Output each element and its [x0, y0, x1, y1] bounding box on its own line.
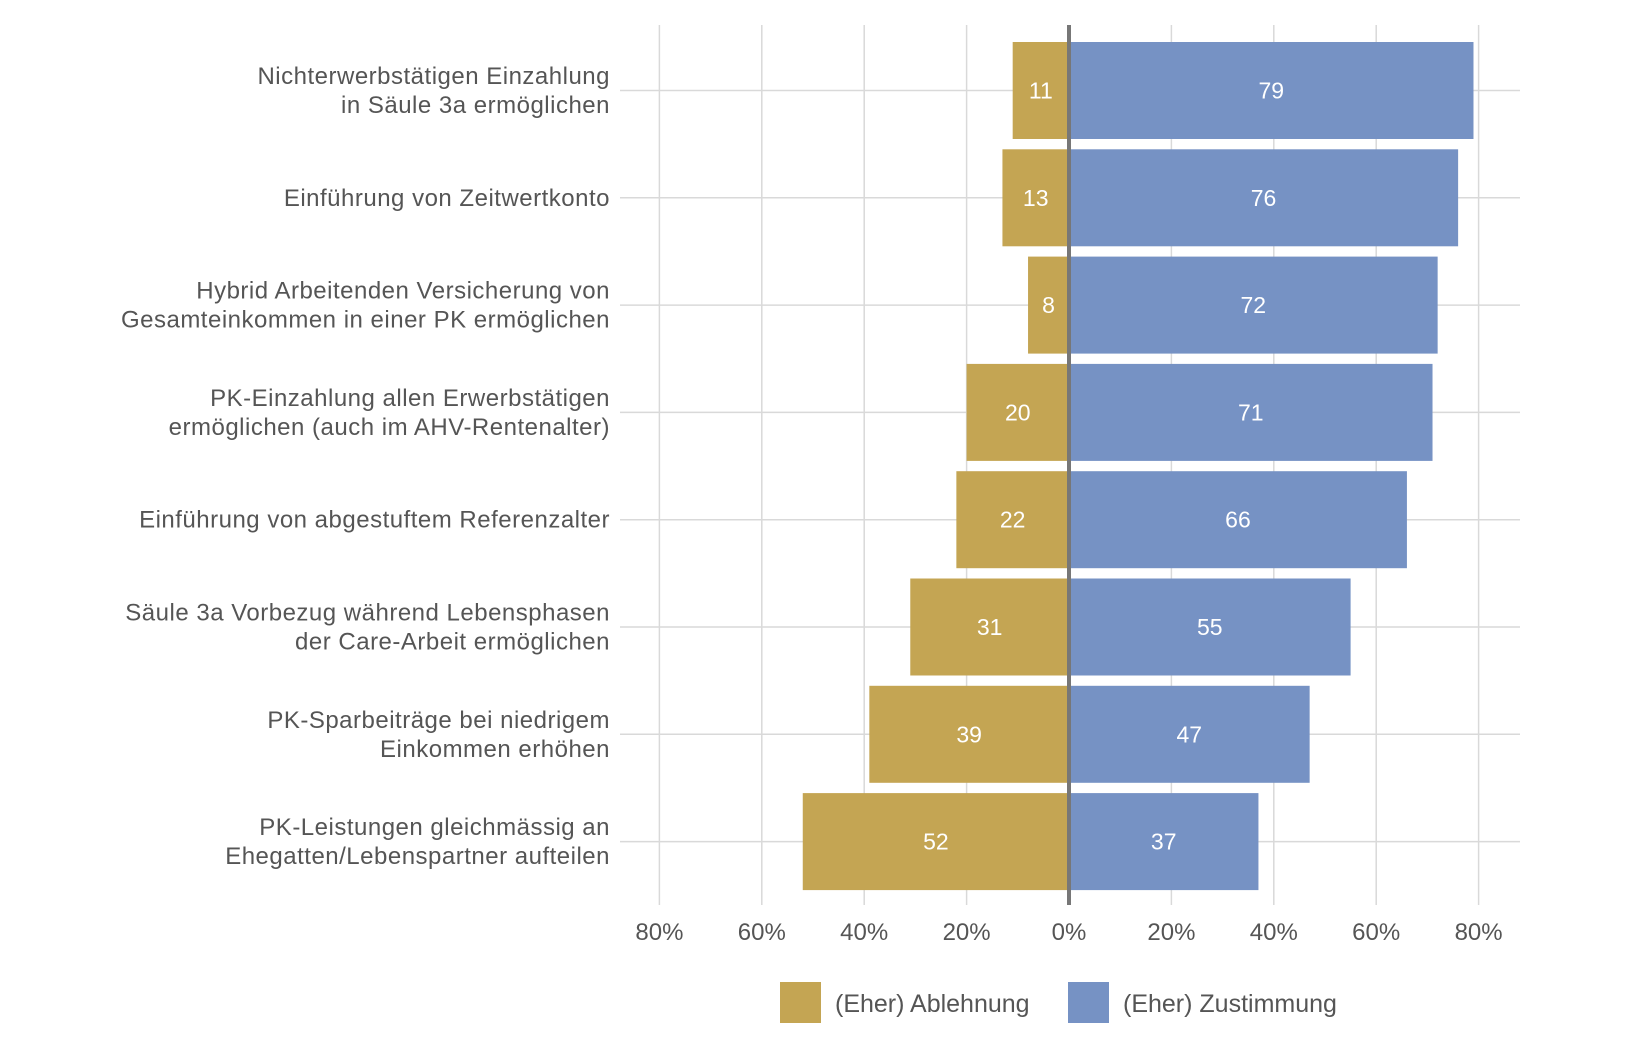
bar-value-label: 52: [923, 829, 949, 855]
bar-value-label: 47: [1177, 721, 1203, 747]
bar-zustimmung: [1069, 578, 1351, 676]
bars: 11 79 13 76 8 72 20 71 22 66 31 55 39 47 52 37: [802, 42, 1474, 891]
category-label: Säule 3a Vorbezug während Lebensphasen: [125, 600, 610, 627]
bar-ablehnung: [869, 685, 1069, 783]
category-label: PK-Leistungen gleichmässig an: [259, 814, 610, 841]
x-tick-labels: 80% 60% 40% 20% 0% 20% 40% 60% 80%: [635, 919, 1502, 946]
bar-ablehnung: [966, 363, 1069, 461]
bar-value-label: 72: [1241, 292, 1267, 318]
bar-ablehnung: [910, 578, 1069, 676]
bar-zustimmung: [1069, 685, 1310, 783]
category-label: Einkommen erhöhen: [380, 736, 610, 763]
bar-ablehnung: [956, 471, 1069, 569]
bar-value-label: 11: [1029, 78, 1053, 104]
x-tick-label: 40%: [840, 919, 888, 946]
x-tick-label: 40%: [1250, 919, 1298, 946]
x-tick-label: 20%: [943, 919, 991, 946]
category-label: Einführung von Zeitwertkonto: [284, 185, 610, 212]
bar-value-label: 55: [1197, 614, 1223, 640]
category-label: Einführung von abgestuftem Referenzalter: [139, 507, 610, 534]
x-tick-label: 60%: [1352, 919, 1400, 946]
category-label: Hybrid Arbeitenden Versicherung von: [196, 278, 610, 305]
bar-zustimmung: [1069, 471, 1407, 569]
bar-zustimmung: [1069, 363, 1433, 461]
category-label: Ehegatten/Lebenspartner aufteilen: [225, 843, 610, 870]
bar-value-label: 71: [1238, 399, 1264, 425]
bar-value-label: 76: [1251, 185, 1277, 211]
x-tick-label: 20%: [1147, 919, 1195, 946]
bar-ablehnung: [1012, 42, 1069, 139]
bar-zustimmung: [1069, 793, 1259, 891]
bar-value-label: 39: [956, 721, 982, 747]
bar-value-label: 37: [1151, 829, 1177, 855]
bar-value-label: 20: [1005, 399, 1031, 425]
x-tick-label: 60%: [738, 919, 786, 946]
legend-label: (Eher) Zustimmung: [1123, 990, 1337, 1018]
legend-label: (Eher) Ablehnung: [835, 990, 1030, 1018]
category-label: Nichterwerbstätigen Einzahlung: [257, 63, 610, 90]
bar-value-label: 13: [1023, 185, 1049, 211]
bar-value-label: 8: [1042, 292, 1055, 318]
category-label: ermöglichen (auch im AHV-Rentenalter): [169, 414, 610, 441]
x-tick-label: 80%: [635, 919, 683, 946]
bar-value-label: 79: [1258, 78, 1284, 104]
x-tick-label: 0%: [1052, 919, 1087, 946]
bar-value-label: 22: [1000, 507, 1026, 533]
bar-ablehnung: [1028, 256, 1069, 354]
bar-ablehnung: [1002, 149, 1069, 247]
category-label: in Säule 3a ermöglichen: [341, 92, 610, 119]
bar-value-label: 66: [1225, 507, 1251, 533]
bar-value-label: 31: [977, 614, 1003, 640]
bar-zustimmung: [1069, 256, 1438, 354]
legend: (Eher) Ablehnung (Eher) Zustimmung: [780, 982, 1337, 1023]
category-label: PK-Einzahlung allen Erwerbstätigen: [210, 385, 610, 412]
category-label: Gesamteinkommen in einer PK ermöglichen: [121, 307, 610, 334]
legend-swatch: [780, 982, 821, 1023]
bar-zustimmung: [1069, 149, 1459, 247]
category-label: der Care-Arbeit ermöglichen: [295, 629, 610, 656]
bar-zustimmung: [1069, 42, 1474, 139]
bar-ablehnung: [802, 793, 1069, 891]
x-tick-label: 80%: [1455, 919, 1503, 946]
category-label: PK-Sparbeiträge bei niedrigem: [267, 707, 610, 734]
legend-swatch: [1068, 982, 1109, 1023]
